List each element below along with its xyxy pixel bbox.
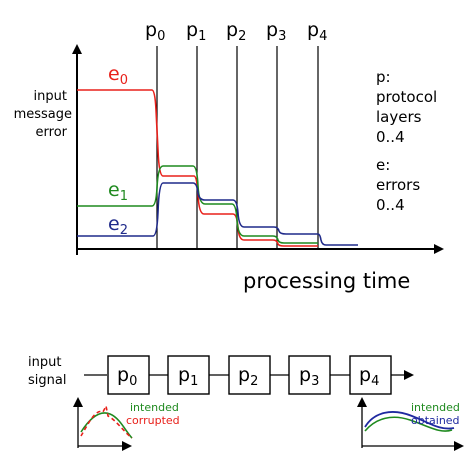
output-signal-plot: intended obtained: [357, 397, 464, 451]
pipeline-box-p0: [107, 355, 150, 395]
pipeline-stages: p0 p1 p2 p3 p4: [107, 355, 392, 395]
stage-label-p1: p1: [186, 19, 206, 44]
legend-e-line-2: errors: [376, 176, 420, 194]
output-intended-label: intended: [411, 401, 460, 414]
legend-p-line-1: p:: [376, 68, 391, 86]
pipeline-box-label-p4: p4: [359, 364, 379, 389]
legend-protocol-layers: p: protocol layers 0..4: [376, 68, 437, 146]
legend-p-line-4: 0..4: [376, 128, 405, 146]
stage-label-p2: p2: [226, 19, 246, 44]
output-intended-curve: [364, 416, 453, 432]
input-intended-label: intended: [130, 401, 179, 414]
legend-e-line-1: e:: [376, 156, 390, 174]
input-corrupted-curve: [80, 403, 133, 439]
pipeline-box-label-p3: p3: [299, 364, 319, 389]
pipeline-box-p4: [349, 355, 392, 395]
stage-label-p0: p0: [145, 19, 165, 44]
input-corrupted-label: corrupted: [126, 414, 180, 427]
pipeline-box-label-p2: p2: [238, 364, 258, 389]
input-intended-curve: [80, 412, 133, 439]
legend-e-line-3: 0..4: [376, 196, 405, 214]
series-label-e0: e0: [108, 63, 128, 88]
x-axis-label: processing time: [243, 269, 410, 293]
pipeline-box-label-p1: p1: [178, 364, 198, 389]
pipeline-box-p1: [167, 355, 210, 395]
input-signal-plot: intended corrupted: [73, 397, 180, 451]
y-axis-label-line-2: message: [14, 107, 72, 122]
pipeline-box-p3: [288, 355, 331, 395]
error-curve-e2: [77, 182, 358, 246]
legend-p-line-3: layers: [376, 108, 422, 126]
error-curve-e1: [77, 165, 318, 244]
y-axis-label-line-1: input: [34, 89, 67, 104]
output-obtained-label: obtained: [411, 414, 460, 427]
pipeline-input-label-line-1: input: [28, 355, 61, 370]
pipeline-box-label-p0: p0: [117, 364, 137, 389]
pipeline-box-p2: [228, 355, 271, 395]
legend-p-line-2: protocol: [376, 88, 437, 106]
stage-label-p4: p4: [307, 19, 327, 44]
error-curves: [77, 89, 358, 247]
series-label-e2: e2: [108, 213, 128, 238]
legend-errors: e: errors 0..4: [376, 156, 420, 214]
pipeline-input-label-line-2: signal: [28, 373, 66, 388]
stage-label-p3: p3: [266, 19, 286, 44]
error-curve-e0: [77, 89, 318, 247]
stage-lines: [156, 46, 319, 249]
output-obtained-curve: [364, 411, 455, 430]
series-label-e1: e1: [108, 179, 128, 204]
y-axis-label-line-3: error: [36, 125, 68, 140]
